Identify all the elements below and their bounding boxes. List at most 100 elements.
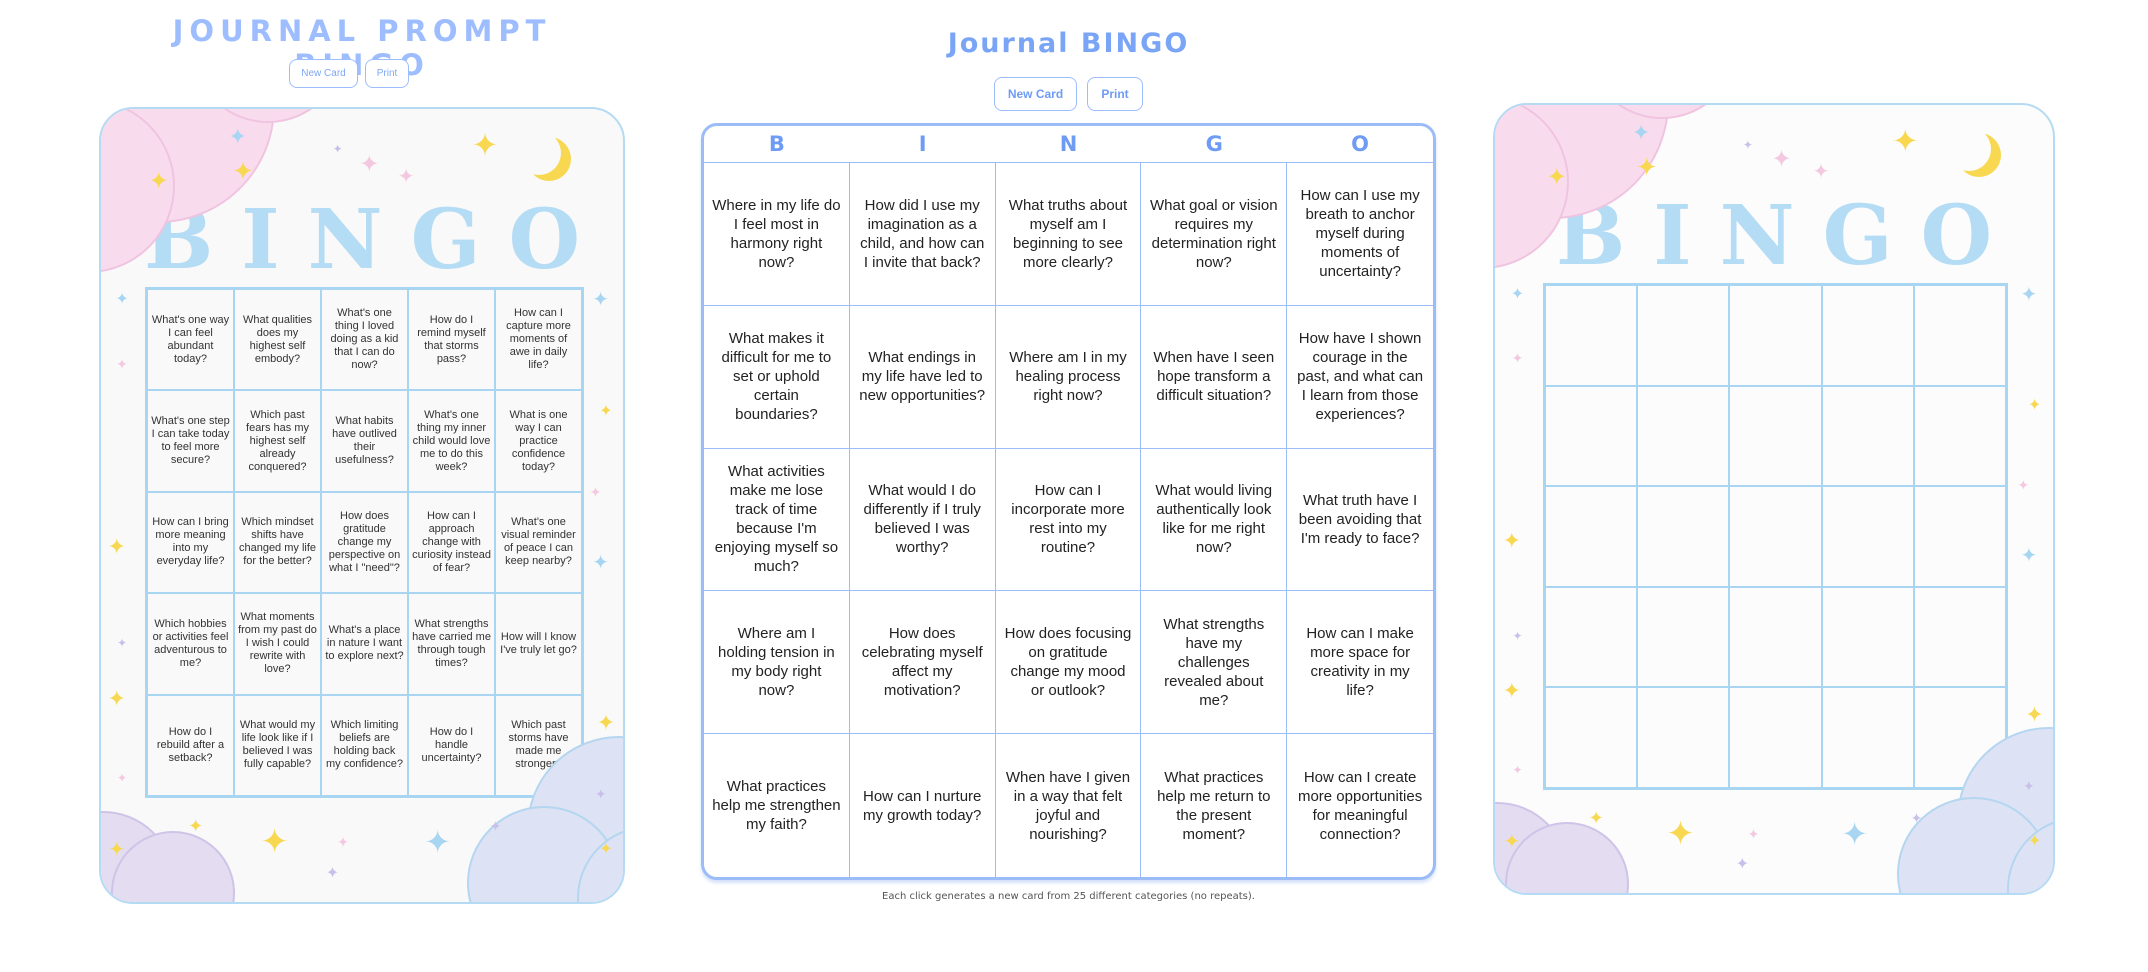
bingo-grid: Where in my life do I feel most in harmo… [704,163,1433,877]
sparkle-star-icon: ✦ [1511,350,1524,367]
sparkle-star-icon: ✦ [2027,396,2042,414]
bingo-cell-empty [1821,586,1914,688]
bingo-cell-empty [1821,486,1914,587]
bingo-cell: What's one thing I loved doing as a kid … [321,289,408,391]
bingo-cell: How can I capture more moments of awe in… [495,289,582,391]
sparkle-star-icon: ✦ [1747,825,1760,842]
bingo-cell: How do I rebuild after a setback? [147,694,234,796]
bingo-cell: What practices help me strengthen my fai… [704,734,850,877]
bingo-cell: How do I remind myself that storms pass? [408,289,495,391]
column-letter: N [1059,132,1078,156]
sparkle-star-icon: ✦ [1546,163,1567,191]
sparkle-star-icon: ✦ [599,402,613,420]
sparkle-star-icon: ✦ [1512,763,1523,778]
bingo-grid [1543,283,2008,790]
sparkle-star-icon: ✦ [1812,161,1830,184]
bingo-cell: Where am I in my healing process right n… [995,305,1142,449]
bingo-cell-empty [1545,385,1638,487]
bingo-cell-empty [1913,486,2006,587]
bingo-heading: BINGO [143,192,609,288]
sparkle-star-icon: ✦ [1771,146,1792,174]
bingo-cell: What's one thing my inner child would lo… [408,390,495,492]
bingo-cell: What moments from my past do I wish I co… [234,593,321,695]
sparkle-star-icon: ✦ [1512,628,1523,643]
bingo-card: B I N G O Where in my life do I feel most in… [701,123,1436,880]
bingo-cell-empty [1821,385,1914,487]
toolbar: New Card Print [994,77,1143,111]
bingo-grid: What's one way I can feel abundant today… [145,287,584,798]
bingo-card-blank: BINGO ✦ ✦ ✦ ✦ ✦ ✦ ✦ ✦ ✦ ✦ ✦ ✦ ✦ ✦ ✦ ✦ ✦ ✦ ✦ ✦ ✦ ✦ ✦ ✦ ✦ ✦ ✦ [1493,103,2055,895]
bingo-cell: What truths about myself am I beginning … [995,163,1142,306]
bingo-cell: What habits have outlived their usefulne… [321,390,408,492]
sparkle-star-icon: ✦ [1910,809,1923,826]
sparkle-star-icon: ✦ [107,534,126,560]
bingo-cell: What qualities does my highest self embo… [234,289,321,391]
bingo-cell-empty [1637,486,1730,587]
bingo-cell-empty [1637,285,1730,386]
toolbar: New Card Print [289,59,409,88]
bingo-cell: How does focusing on gratitude change my… [995,591,1142,735]
bingo-cell: What strengths have my challenges reveal… [1141,591,1288,735]
bingo-cell-empty [1821,285,1914,386]
bingo-cell: What would my life look like if I believ… [234,694,321,796]
bingo-cell: What goal or vision requires my determin… [1141,163,1288,306]
bingo-cell-empty [1637,687,1730,788]
sparkle-star-icon: ✦ [359,150,380,178]
bingo-cell: How did I use my imagination as a child,… [849,163,996,306]
new-card-button[interactable]: New Card [289,59,358,88]
sparkle-star-icon: ✦ [1735,856,1749,874]
sparkle-star-icon: ✦ [188,816,204,837]
sparkle-star-icon: ✦ [2020,545,2038,568]
bingo-cell: How does celebrating myself affect my mo… [849,591,996,735]
bingo-cell: What's a place in nature I want to explo… [321,593,408,695]
bingo-cell: Where am I holding tension in my body ri… [704,591,850,735]
bingo-cell: What is one way I can practice confidenc… [495,390,582,492]
column-letter: G [1205,132,1223,156]
bingo-cell: How can I make more space for creativity… [1287,591,1433,735]
moon-icon [517,131,561,175]
bingo-cell-empty [1821,687,1914,788]
sparkle-star-icon: ✦ [107,685,126,711]
sparkle-star-icon: ✦ [260,823,289,862]
sparkle-star-icon: ✦ [1841,815,1869,852]
print-button[interactable]: Print [1087,77,1143,111]
sparkle-star-icon: ✦ [232,156,254,187]
sparkle-star-icon: ✦ [115,291,129,309]
sparkle-star-icon: ✦ [148,168,169,196]
bingo-card: BINGO What's one way I can feel abundant… [99,107,625,904]
bingo-cell-empty [1729,586,1822,688]
bingo-cell-empty [1545,486,1638,587]
sparkle-star-icon: ✦ [1631,119,1651,145]
sparkle-star-icon: ✦ [116,356,128,373]
sparkle-star-icon: ✦ [471,126,499,163]
sparkle-star-icon: ✦ [1510,286,1525,304]
column-letter: I [918,132,927,156]
sparkle-star-icon: ✦ [2017,477,2030,494]
bingo-cell: What would I do differently if I truly b… [849,448,996,592]
bingo-cell: How can I approach change with curiosity… [408,491,495,594]
sparkle-star-icon: ✦ [1503,830,1521,853]
moon-icon [1947,127,1991,171]
sparkle-star-icon: ✦ [2020,284,2038,307]
bingo-cell-empty [1913,586,2006,688]
bingo-cell: When have I seen hope transform a diffic… [1141,305,1288,449]
sparkle-star-icon: ✦ [1742,137,1753,152]
sparkle-star-icon: ✦ [117,771,128,786]
sparkle-star-icon: ✦ [592,289,610,312]
bingo-cell: What makes it difficult for me to set or… [704,305,850,449]
bingo-cell-empty [1545,687,1638,788]
bingo-cell-empty [1913,285,2006,386]
sparkle-star-icon: ✦ [2023,778,2035,795]
bingo-cell: How can I incorporate more rest into my … [995,448,1142,592]
sparkle-star-icon: ✦ [1588,807,1604,828]
bingo-cell: Which limiting beliefs are holding back … [321,694,408,796]
print-button[interactable]: Print [365,59,409,88]
sparkle-star-icon: ✦ [1635,151,1658,182]
bingo-cell: How can I create more opportunities for … [1297,768,1423,843]
bingo-cell: Which past fears has my highest self alr… [234,390,321,492]
bingo-cell: How does gratitude change my perspective… [321,491,408,594]
sparkle-star-icon: ✦ [1502,678,1522,704]
page-title: Journal BINGO [947,28,1190,59]
bingo-cell: Where in my life do I feel most in harmo… [704,163,850,306]
new-card-button[interactable]: New Card [994,77,1077,111]
